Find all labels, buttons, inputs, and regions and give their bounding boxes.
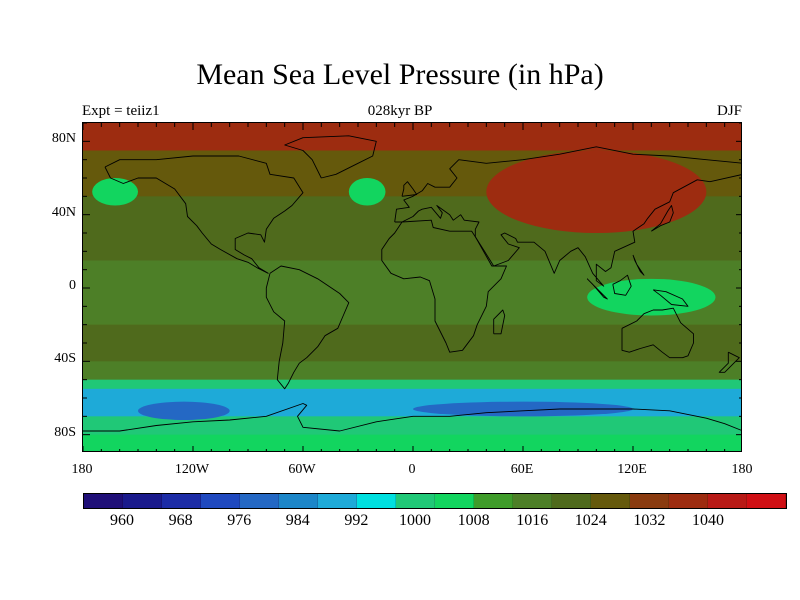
pressure-feature-maritime-continent-low <box>587 278 716 316</box>
season-label: DJF <box>716 103 742 119</box>
pressure-feature-amundsen-bellingshausen-low <box>138 401 230 421</box>
coastline-segment <box>284 135 377 179</box>
coastline-segment <box>632 254 645 276</box>
coastline-segment <box>265 265 350 390</box>
colorbar-swatch <box>747 494 786 508</box>
period-label: 028kyr BP <box>367 103 433 119</box>
lat-tick-label: 0 <box>69 278 76 293</box>
colorbar <box>83 493 787 509</box>
colorbar-label: 976 <box>227 512 252 529</box>
colorbar-swatch <box>279 494 318 508</box>
colorbar-label: 984 <box>285 512 310 529</box>
lon-tick-label: 180 <box>731 462 753 477</box>
colorbar-label: 992 <box>344 512 369 529</box>
lon-tick-label: 60W <box>288 462 316 477</box>
colorbar-swatch <box>396 494 435 508</box>
coastline-segment <box>612 274 632 296</box>
lon-tick-label: 60E <box>510 462 534 477</box>
coastline-segment <box>493 309 506 335</box>
lat-tick-label: 80S <box>54 424 76 440</box>
lon-tick-label: 180 <box>71 462 93 477</box>
pressure-feature-aleutian-low <box>92 178 138 206</box>
colorbar-swatch <box>474 494 513 508</box>
coastline-segment <box>718 351 740 373</box>
colorbar-swatch <box>240 494 279 508</box>
coastline-segment <box>652 289 689 307</box>
colorbar-label: 1016 <box>516 512 549 529</box>
coastline-segment <box>621 307 694 359</box>
pressure-band <box>83 434 741 451</box>
colorbar-swatch <box>591 494 630 508</box>
map-plot-area <box>82 122 742 452</box>
colorbar-label: 1008 <box>457 512 490 529</box>
colorbar-swatch <box>357 494 396 508</box>
pressure-feature-siberian-high <box>486 150 707 233</box>
colorbar-swatch <box>84 494 123 508</box>
pressure-band <box>83 361 741 381</box>
pressure-band <box>83 324 741 362</box>
colorbar-swatch <box>162 494 201 508</box>
pressure-band <box>83 379 741 390</box>
colorbar-swatch <box>318 494 357 508</box>
experiment-label: Expt = teiiz1 <box>82 103 160 119</box>
lat-tick-label: 80N <box>51 131 76 147</box>
lon-tick-label: 0 <box>408 462 416 477</box>
colorbar-label: 1000 <box>399 512 431 529</box>
colorbar-label: 1032 <box>633 512 666 529</box>
colorbar-swatch <box>435 494 474 508</box>
axis-ticks <box>83 123 741 451</box>
colorbar-swatch <box>552 494 591 508</box>
colorbar-swatch <box>669 494 708 508</box>
colorbar-swatch <box>123 494 162 508</box>
colorbar-label: 960 <box>110 512 134 529</box>
coastlines <box>83 135 741 432</box>
lat-tick-label: 40N <box>51 204 76 220</box>
pressure-band <box>83 416 741 436</box>
lon-tick-label: 120W <box>174 462 210 477</box>
coastline-segment <box>83 403 741 432</box>
coastline-segment <box>401 181 418 197</box>
colorbar-swatch <box>630 494 669 508</box>
coastline-segment <box>394 146 741 287</box>
lon-tick-label: 120E <box>617 462 647 477</box>
coastline-segment <box>586 278 608 300</box>
colorbar-swatch <box>201 494 240 508</box>
colorbar-swatch <box>513 494 552 508</box>
pressure-field <box>83 123 741 451</box>
plot-title: Mean Sea Level Pressure (in hPa) <box>196 58 604 91</box>
colorbar-label: 1024 <box>574 512 607 529</box>
pressure-feature-icelandic-low <box>348 178 386 206</box>
pressure-map <box>83 123 741 451</box>
colorbar-label: 1040 <box>692 512 724 529</box>
pressure-feature-indian-ocean-sector-low <box>413 401 633 417</box>
colorbar-label: 968 <box>168 512 193 529</box>
colorbar-swatch <box>708 494 747 508</box>
lat-tick-label: 40S <box>54 351 76 367</box>
coastline-segment <box>104 155 304 274</box>
coastline-segment <box>651 205 674 232</box>
coastline-segment <box>381 219 507 353</box>
